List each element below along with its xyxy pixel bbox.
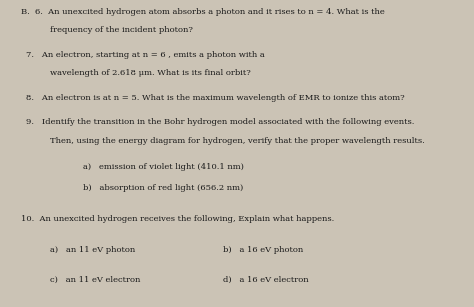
Text: wavelength of 2.618 μm. What is its final orbit?: wavelength of 2.618 μm. What is its fina…	[50, 69, 251, 77]
Text: c)   an 11 eV electron: c) an 11 eV electron	[50, 276, 140, 284]
Text: b)   absorption of red light (656.2 nm): b) absorption of red light (656.2 nm)	[83, 184, 243, 192]
Text: b)   a 16 eV photon: b) a 16 eV photon	[223, 246, 303, 254]
Text: 7.   An electron, starting at n = 6 , emits a photon with a: 7. An electron, starting at n = 6 , emit…	[26, 51, 265, 59]
Text: a)   emission of violet light (410.1 nm): a) emission of violet light (410.1 nm)	[83, 163, 244, 171]
Text: d)   a 16 eV electron: d) a 16 eV electron	[223, 276, 309, 284]
Text: B.  6.  An unexcited hydrogen atom absorbs a photon and it rises to n = 4. What : B. 6. An unexcited hydrogen atom absorbs…	[21, 8, 385, 16]
Text: Then, using the energy diagram for hydrogen, verify that the proper wavelength r: Then, using the energy diagram for hydro…	[50, 137, 425, 145]
Text: a)   an 11 eV photon: a) an 11 eV photon	[50, 246, 135, 254]
Text: 8.   An electron is at n = 5. What is the maximum wavelength of EMR to ionize th: 8. An electron is at n = 5. What is the …	[26, 94, 405, 102]
Text: 10.  An unexcited hydrogen receives the following, Explain what happens.: 10. An unexcited hydrogen receives the f…	[21, 215, 335, 223]
Text: 9.   Identify the transition in the Bohr hydrogen model associated with the foll: 9. Identify the transition in the Bohr h…	[26, 118, 414, 126]
Text: frequency of the incident photon?: frequency of the incident photon?	[50, 26, 192, 34]
